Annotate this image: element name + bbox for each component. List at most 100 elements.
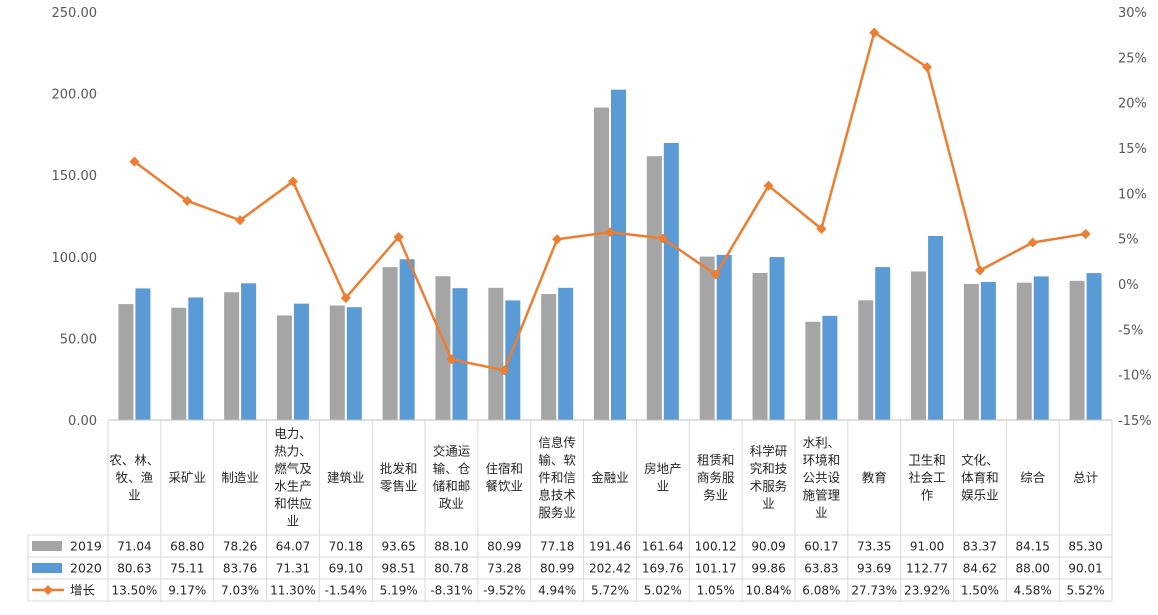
growth-line [129,27,1091,376]
left-tick-label: 50.00 [60,332,97,347]
left-axis: 0.00 50.00 100.00 150.00 200.00 250.00 [52,6,98,429]
table-cell: 101.17 [695,562,737,576]
bar-2020-18 [1086,273,1102,420]
bar-2019-4 [329,305,345,420]
category-label: 总计 [1073,470,1098,485]
category-label: 科学研究和技术服务业 [750,444,788,512]
bar-2019-3 [276,315,292,420]
table-cell: 75.11 [170,562,204,576]
bar-2020-7 [505,300,521,420]
table-cell: 6.08% [802,584,840,598]
bar-2019-12 [752,272,768,420]
table-cell: 5.02% [644,584,682,598]
left-tick-label: 200.00 [52,88,98,103]
right-tick-label: 10% [1118,187,1147,202]
bar-2020-13 [822,315,838,420]
table-cell: 112.77 [906,562,948,576]
table-cell: 73.28 [487,562,521,576]
table-cell: 4.58% [1014,584,1052,598]
table-cell: 161.64 [642,540,684,554]
growth-marker-9 [605,227,615,238]
bar-2019-9 [594,107,609,420]
bar-2020-17 [1033,276,1049,420]
bar-2019-5 [382,267,398,420]
table-cell: 202.42 [589,562,631,576]
category-label: 建筑业 [327,470,365,485]
table-cell: 80.99 [487,540,521,554]
table-cell: 91.00 [910,540,944,554]
right-tick-label: -5% [1118,323,1143,338]
bar-2020-10 [663,142,679,421]
bar-2020-5 [399,259,415,420]
table-cell: 5.72% [591,584,629,598]
bar-2020-15 [928,235,944,420]
growth-marker-18 [1080,228,1091,239]
table-cell: 13.50% [112,584,158,598]
growth-marker-17 [1027,237,1038,248]
table-cell: 9.17% [168,584,206,598]
table-cell: 23.92% [904,584,950,598]
growth-marker-13 [816,223,827,234]
right-tick-label: 0% [1118,278,1139,293]
table-cell: 71.31 [276,562,310,576]
bar-2019-11 [699,256,715,420]
category-label: 综合 [1020,470,1046,485]
right-tick-label: 30% [1118,6,1147,21]
table-cell: 88.10 [434,540,468,554]
growth-marker-3 [287,176,298,187]
bars [118,89,1102,421]
growth-marker-5 [393,231,404,242]
bar-2019-1 [171,307,187,420]
bar-2020-2 [241,283,257,420]
growth-marker-10 [657,233,668,244]
right-tick-label: 5% [1118,233,1139,248]
table-cell: 71.04 [117,540,151,554]
bar-2020-14 [875,267,891,420]
left-tick-label: 100.00 [52,251,98,266]
growth-marker-15 [922,62,933,73]
right-tick-label: -15% [1118,414,1152,429]
bar-2019-15 [911,271,927,420]
table-cell: 80.63 [117,562,151,576]
bar-2019-13 [805,321,821,420]
table-cell: 5.19% [380,584,418,598]
table-cell: 70.18 [329,540,363,554]
table-cell: 5.52% [1067,584,1105,598]
growth-marker-2 [235,215,246,226]
table-cell: 83.37 [963,540,997,554]
growth-marker-16 [974,265,985,276]
table-cell: 1.50% [961,584,999,598]
left-tick-label: 150.00 [52,169,98,184]
table-cell: 191.46 [589,540,631,554]
legend-label-2019: 2019 [70,539,102,554]
growth-marker-12 [763,180,774,191]
category-label: 文化、体育和娱乐业 [961,452,999,502]
table-cell: 77.18 [540,540,574,554]
bar-2020-12 [769,257,785,420]
table-cell: 99.86 [751,562,785,576]
bar-2020-3 [293,303,309,420]
bar-2019-10 [646,156,662,420]
table-cell: 11.30% [270,584,316,598]
growth-marker-0 [129,156,140,167]
legend-label-增长: 增长 [70,583,96,598]
table-cell: -8.31% [430,584,472,598]
bar-2019-8 [541,294,557,420]
table-cell: 93.69 [857,562,891,576]
bar-2020-8 [558,287,574,420]
growth-marker-11 [710,269,721,280]
table-cell: 80.99 [540,562,574,576]
table-cell: 84.15 [1016,540,1050,554]
category-label: 农、林、牧、渔业 [109,452,159,502]
table-cell: 83.76 [223,562,257,576]
category-label: 交通运输、仓储和邮政业 [433,444,471,512]
table-cell: 73.35 [857,540,891,554]
bar-2020-16 [980,281,996,420]
right-tick-label: 25% [1118,51,1147,66]
bar-2020-0 [135,288,151,420]
bar-2020-9 [611,89,626,420]
growth-marker-4 [340,292,351,303]
bar-2019-7 [488,287,504,420]
